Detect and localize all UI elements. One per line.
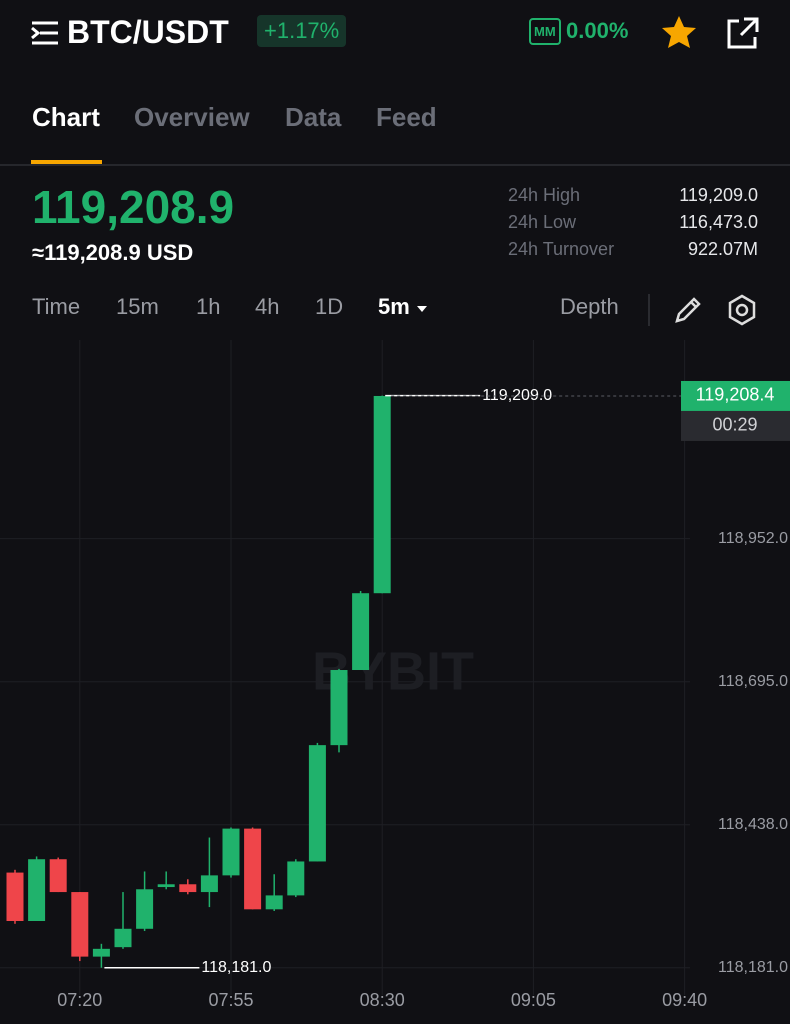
menu-icon[interactable] [30,20,62,46]
stat-value: 119,209.0 [679,185,758,205]
tab-active[interactable]: Chart [32,102,100,132]
price-tag-label: 119,208.4 [696,385,775,405]
candle-body [49,859,67,893]
stat-label: 24h High [508,185,581,205]
y-tick-label: 118,438.0 [718,816,788,833]
candle-body [308,745,326,862]
change-badge: +1.17% [257,15,347,47]
candle-body [287,861,305,896]
stat-value: 116,473.0 [679,212,758,232]
y-tick-label: 118,695.0 [718,673,788,690]
candle-body [200,875,218,893]
timeframe[interactable]: 4h [255,294,280,319]
timeframe-active[interactable]: 5m [378,294,410,319]
candle-body [244,828,262,910]
share-icon[interactable] [724,16,760,50]
pencil-icon[interactable] [672,294,704,326]
mm-value: 0.00% [566,18,629,43]
candle-body [352,593,370,671]
tab-underline [31,160,102,164]
candle-body [157,884,175,888]
x-tick-label: 07:20 [57,990,102,1010]
countdown: 00:29 [712,415,757,435]
stat-label: 24h Low [508,212,577,232]
settings-icon[interactable] [725,293,759,327]
last-price: 119,208.9 [32,181,235,233]
dropdown-caret [417,306,427,312]
stat-value: 922.07M [687,239,758,259]
x-tick-label: 09:40 [662,990,707,1010]
timeframe[interactable]: 15m [116,294,159,319]
y-tick-label: 118,952.0 [718,530,788,547]
timeframe[interactable]: Time [32,294,81,319]
extreme-label: 119,209.0 [482,387,552,404]
chart: BYBIT 118,181.0118,438.0118,695.0118,952… [0,340,790,1010]
y-tick-label: 118,181.0 [718,959,788,976]
candle-body [373,395,391,594]
candle-body [6,872,24,921]
stat-label: 24h Turnover [508,239,615,259]
timeframe[interactable]: 1h [196,294,221,319]
candle-body [265,895,283,910]
x-tick-label: 08:30 [360,990,405,1010]
candle-body [28,859,46,921]
usd-price: ≈119,208.9 USD [32,240,194,265]
depth[interactable]: Depth [560,294,619,319]
mm-icon: MM [529,18,561,45]
tab[interactable]: Overview [134,102,250,132]
separator [648,294,650,326]
candle-body [330,670,348,746]
candle-body [222,828,240,876]
symbol[interactable]: BTC/USDT [67,14,229,50]
candle-body [114,928,132,948]
divider [0,164,790,166]
candle-body [136,889,154,929]
x-tick-label: 09:05 [511,990,556,1010]
candle-body [71,892,89,957]
favorite-star[interactable] [660,14,698,50]
tab[interactable]: Feed [376,102,437,132]
tab[interactable]: Data [285,102,342,132]
candle-body [179,884,197,893]
price-tag [681,380,790,411]
x-tick-label: 07:55 [208,990,253,1010]
extreme-label: 118,181.0 [201,959,271,976]
timeframe[interactable]: 1D [315,294,344,319]
candle-body [92,948,110,957]
countdown-box [681,410,790,441]
